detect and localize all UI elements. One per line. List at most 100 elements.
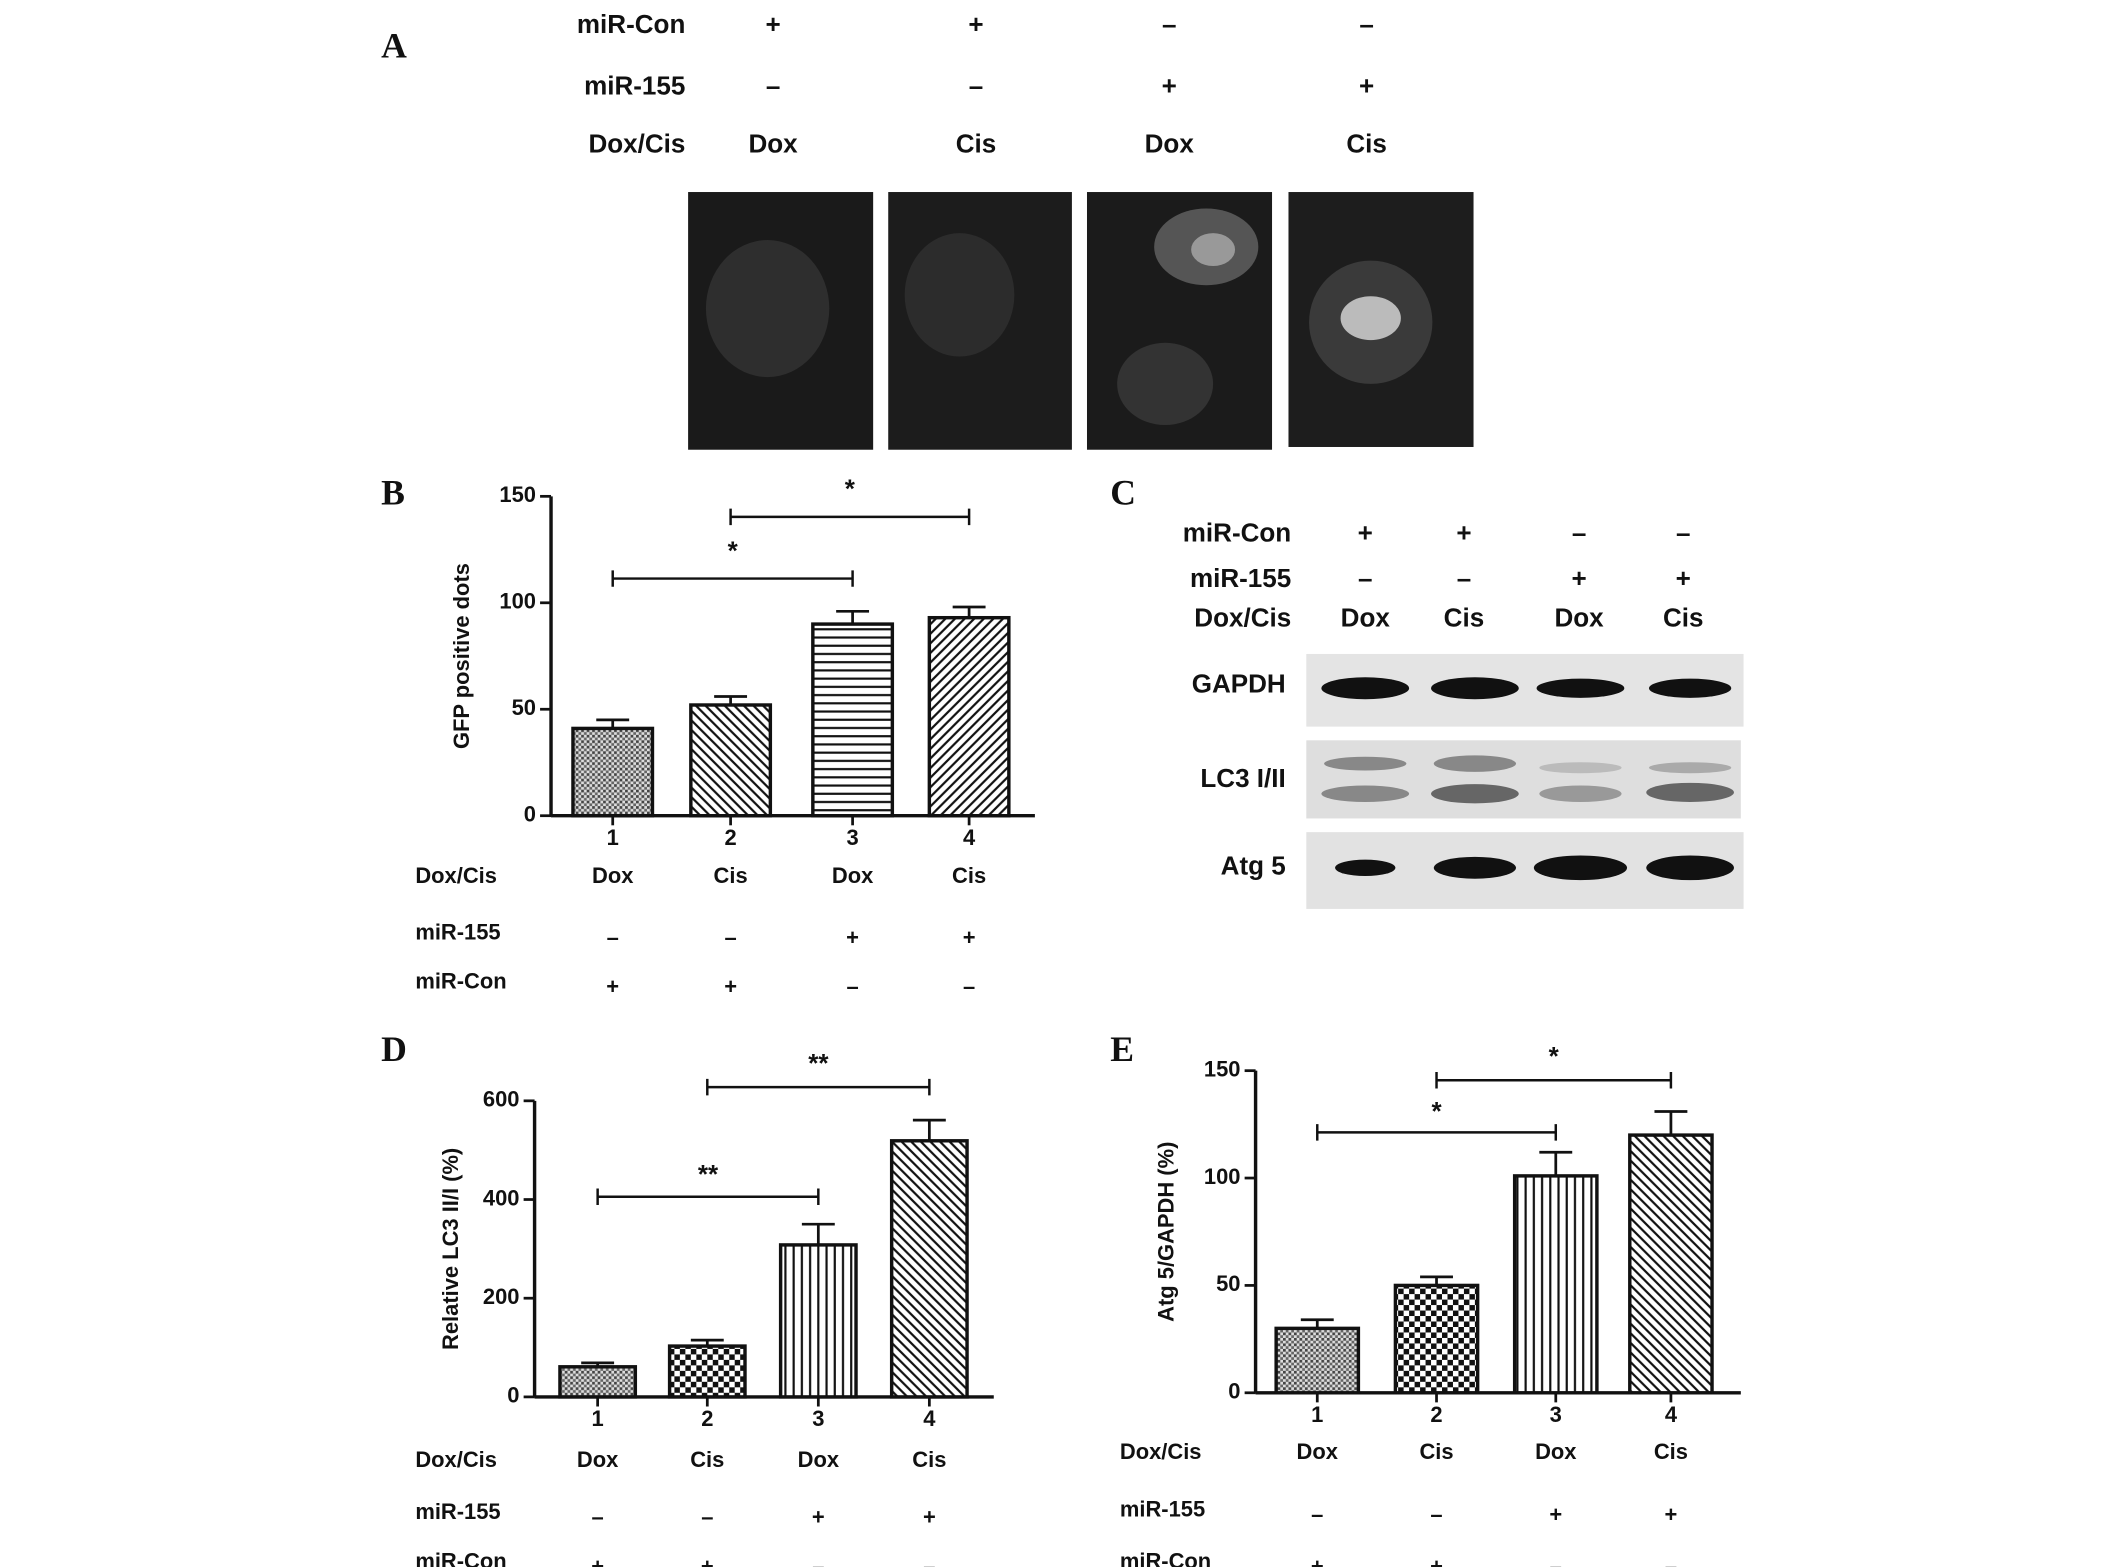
blots	[1306, 653, 1744, 909]
condition-cell: Cis	[690, 1447, 724, 1472]
condition-label: Dox/Cis	[415, 1447, 497, 1472]
condition-cell: –	[812, 1554, 824, 1567]
blot-label: LC3 I/II	[1200, 763, 1285, 793]
panel-label: B	[381, 473, 405, 513]
x-tick-label: 3	[812, 1406, 824, 1431]
cell: –	[766, 71, 780, 101]
y-tick-label: 150	[499, 482, 536, 507]
cell: +	[1571, 563, 1586, 593]
y-tick-label: 100	[499, 589, 536, 614]
condition-cell: Dox	[577, 1447, 619, 1472]
condition-cell: –	[607, 925, 619, 950]
cell: +	[968, 9, 983, 39]
cell	[1117, 342, 1214, 426]
blot-label: Atg 5	[1221, 851, 1286, 881]
condition-cell: +	[701, 1554, 714, 1567]
blot-label: GAPDH	[1192, 668, 1286, 698]
significance-label: *	[728, 535, 739, 565]
significance-bracket	[1316, 1124, 1558, 1141]
condition-cell: –	[1550, 1554, 1562, 1567]
x-tick-label: 1	[1311, 1402, 1323, 1427]
condition-cell: +	[606, 974, 619, 999]
significance-label: **	[808, 1048, 829, 1078]
x-tick-label: 2	[1430, 1402, 1442, 1427]
bar	[1628, 1133, 1714, 1395]
condition-label: miR-Con	[415, 969, 506, 994]
condition-cell: –	[592, 1505, 604, 1530]
y-tick-label: 50	[512, 695, 536, 720]
condition-cell: +	[1549, 1502, 1562, 1527]
condition-cell: +	[1665, 1502, 1678, 1527]
bar	[571, 726, 655, 818]
significance-label: *	[1431, 1096, 1442, 1126]
bar	[1274, 1326, 1361, 1395]
condition-label: miR-155	[415, 1499, 500, 1524]
condition-label: miR-155	[415, 919, 500, 944]
row-label: miR-Con	[1183, 518, 1291, 548]
y-tick-label: 0	[1228, 1379, 1240, 1404]
condition-cell: Cis	[912, 1447, 946, 1472]
condition-cell: +	[1311, 1554, 1324, 1567]
y-tick-label: 50	[1216, 1271, 1240, 1296]
cell-bright	[1191, 233, 1236, 267]
panel-label: A	[381, 26, 407, 66]
blot	[1306, 740, 1741, 819]
bar	[689, 703, 773, 818]
row-label: Dox/Cis	[588, 128, 685, 158]
y-tick-label: 100	[1204, 1164, 1241, 1189]
condition-cell: Dox	[592, 863, 634, 888]
y-tick-label: 200	[483, 1284, 520, 1309]
cell: –	[1162, 9, 1176, 39]
cell: +	[1359, 71, 1374, 101]
condition-cell: Dox	[798, 1447, 840, 1472]
significance-label: *	[845, 474, 856, 504]
significance-bracket	[706, 1078, 931, 1096]
cell: +	[765, 9, 780, 39]
condition-cell: +	[724, 974, 737, 999]
condition-cell: Cis	[714, 863, 748, 888]
cell: +	[1162, 71, 1177, 101]
cell: –	[1358, 563, 1372, 593]
row-label: miR-Con	[577, 9, 685, 39]
significance-label: *	[1549, 1041, 1560, 1071]
y-axis-label: Atg 5/GAPDH (%)	[1154, 1142, 1179, 1322]
x-tick-label: 4	[923, 1406, 936, 1431]
significance-bracket	[596, 1188, 820, 1205]
bar	[811, 622, 895, 818]
bar	[927, 615, 1011, 818]
condition-cell: +	[923, 1505, 936, 1530]
condition-cell: +	[591, 1554, 604, 1567]
cell: Dox	[1341, 603, 1391, 633]
y-axis-label: Relative LC3 II/I (%)	[438, 1148, 463, 1350]
cell: –	[1676, 518, 1690, 548]
condition-cell: Dox	[832, 863, 874, 888]
bar	[1512, 1174, 1599, 1395]
cell: Cis	[1663, 603, 1704, 633]
row-label: Dox/Cis	[1194, 603, 1291, 633]
cell: Cis	[1346, 128, 1387, 158]
cell: Cis	[1444, 603, 1485, 633]
condition-cell: +	[812, 1505, 825, 1530]
cell: Cis	[956, 128, 997, 158]
bar	[667, 1344, 747, 1399]
condition-cell: Cis	[1654, 1439, 1688, 1464]
x-tick-label: 4	[963, 825, 976, 850]
condition-cell: –	[1311, 1502, 1323, 1527]
condition-cell: –	[846, 974, 858, 999]
condition-cell: –	[701, 1505, 713, 1530]
cell: Dox	[748, 128, 798, 158]
row-label: miR-155	[584, 71, 685, 101]
cell: –	[1457, 563, 1471, 593]
x-tick-label: 3	[1550, 1402, 1562, 1427]
cell: +	[1456, 518, 1471, 548]
bar	[558, 1365, 638, 1399]
y-axis-label: GFP positive dots	[449, 563, 474, 749]
significance-bracket	[1435, 1072, 1673, 1089]
cell: –	[969, 71, 983, 101]
condition-cell: +	[846, 925, 859, 950]
y-tick-label: 600	[483, 1087, 520, 1112]
cell: Dox	[1145, 128, 1195, 158]
cell	[904, 233, 1015, 357]
panel-a-images	[688, 192, 1474, 450]
x-tick-label: 4	[1665, 1402, 1678, 1427]
